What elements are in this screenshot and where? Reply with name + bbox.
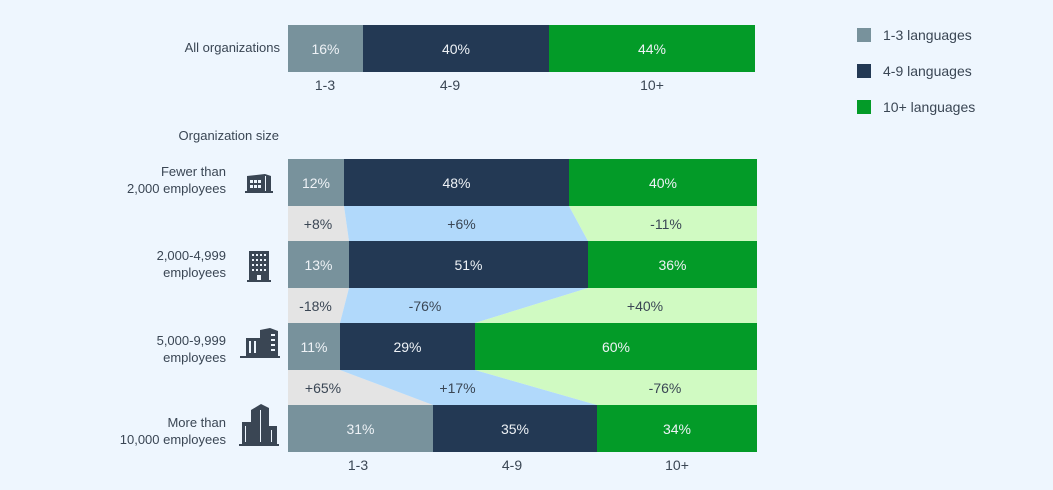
row-label-fewer-than-2000: Fewer than 2,000 employees xyxy=(100,163,226,197)
change-label: +17% xyxy=(439,379,476,396)
bar-segment-1-3: 12% xyxy=(288,159,344,206)
row-label-line: More than xyxy=(167,415,226,430)
bar-segment-4-9: 29% xyxy=(340,323,475,370)
change-label: +65% xyxy=(304,379,342,396)
bar-segment-10plus: 44% xyxy=(549,25,755,72)
axis-label: 10+ xyxy=(665,457,689,473)
axis-label: 1-3 xyxy=(314,77,336,93)
bar-segment-10plus: 60% xyxy=(475,323,757,370)
bar-segment-1-3: 13% xyxy=(288,241,349,288)
bar-segment-1-3: 11% xyxy=(288,323,340,370)
skyscrapers-icon xyxy=(239,404,279,446)
change-label: +6% xyxy=(447,215,476,232)
legend-item-4-9: 4-9 languages xyxy=(857,63,972,79)
bar-segment-10plus: 36% xyxy=(588,241,757,288)
bar-segment-4-9: 35% xyxy=(433,405,597,452)
change-label: -76% xyxy=(648,379,682,396)
row-label-line: employees xyxy=(163,350,226,365)
legend-label: 1-3 languages xyxy=(883,27,972,43)
bar-segment-1-3: 31% xyxy=(288,405,433,452)
bar-segment-4-9: 40% xyxy=(363,25,549,72)
axis-label: 4-9 xyxy=(501,457,523,473)
row-label-line: 5,000-9,999 xyxy=(156,333,226,348)
legend-swatch xyxy=(857,64,871,78)
legend-swatch xyxy=(857,28,871,42)
bar-segment-10plus: 40% xyxy=(569,159,757,206)
change-label: -18% xyxy=(299,297,332,314)
row-label-2000-4999: 2,000-4,999 employees xyxy=(100,247,226,281)
axis-label: 10+ xyxy=(640,77,664,93)
all-organizations-label: All organizations xyxy=(184,40,280,55)
row-label-more-than-10000: More than 10,000 employees xyxy=(100,414,226,448)
row-label-line: 10,000 employees xyxy=(119,432,226,447)
row-label-line: 2,000 employees xyxy=(126,181,226,196)
axis-label: 1-3 xyxy=(347,457,369,473)
legend-swatch xyxy=(857,100,871,114)
change-label: -11% xyxy=(650,215,682,232)
row-label-line: Fewer than xyxy=(160,164,226,179)
change-label: +40% xyxy=(626,297,664,314)
row-label-line: employees xyxy=(163,265,226,280)
office-tower-icon xyxy=(247,251,271,282)
legend-item-1-3: 1-3 languages xyxy=(857,27,972,43)
row-label-line: 2,000-4,999 xyxy=(156,248,226,263)
legend-item-10plus: 10+ languages xyxy=(857,99,975,115)
bar-segment-4-9: 48% xyxy=(344,159,569,206)
bar-segment-4-9: 51% xyxy=(349,241,588,288)
small-office-building-icon xyxy=(245,174,273,193)
row-label-5000-9999: 5,000-9,999 employees xyxy=(100,332,226,366)
bar-segment-10plus: 34% xyxy=(597,405,757,452)
office-complex-icon xyxy=(240,328,280,358)
legend-label: 10+ languages xyxy=(883,99,976,115)
section-title: Organization size xyxy=(178,128,279,143)
change-label: -76% xyxy=(408,297,442,314)
change-label: +8% xyxy=(303,215,333,232)
axis-label: 4-9 xyxy=(439,77,461,93)
bar-segment-1-3: 16% xyxy=(288,25,363,72)
legend-label: 4-9 languages xyxy=(883,63,972,79)
